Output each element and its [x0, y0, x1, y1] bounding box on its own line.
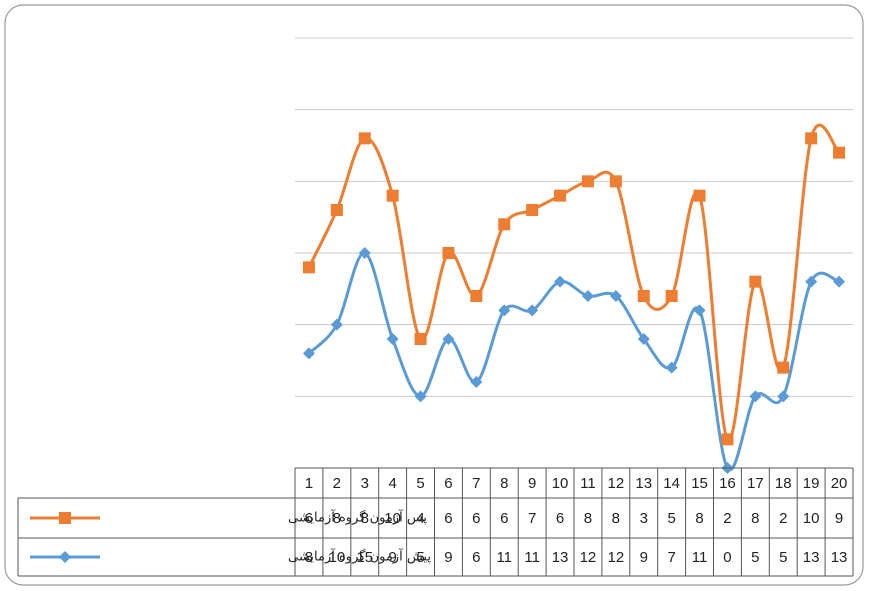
table-value: 5	[751, 549, 759, 566]
x-tick-label: 1	[305, 475, 313, 492]
x-tick-label: 2	[333, 475, 341, 492]
table-value: 9	[640, 549, 648, 566]
table-value: 6	[556, 510, 564, 527]
x-tick-label: 10	[552, 475, 569, 492]
marker	[359, 132, 371, 144]
marker	[666, 290, 678, 302]
table-value: 9	[835, 510, 843, 527]
table-value: 3	[640, 510, 648, 527]
table-value: 2	[779, 510, 787, 527]
x-tick-label: 8	[500, 475, 508, 492]
table-value: 11	[496, 549, 512, 566]
table-value: 8	[695, 510, 703, 527]
x-tick-label: 19	[803, 475, 820, 492]
x-tick-label: 4	[388, 475, 396, 492]
marker	[721, 433, 733, 445]
table-value: 13	[831, 549, 848, 566]
x-tick-label: 3	[361, 475, 369, 492]
marker	[833, 147, 845, 159]
marker	[442, 247, 454, 259]
x-tick-label: 5	[416, 475, 424, 492]
marker	[638, 290, 650, 302]
marker	[303, 261, 315, 273]
x-tick-label: 20	[831, 475, 848, 492]
x-tick-label: 17	[747, 475, 764, 492]
x-tick-label: 7	[472, 475, 480, 492]
table-value: 10	[803, 510, 820, 527]
marker	[805, 132, 817, 144]
table-value: 11	[692, 549, 708, 566]
marker	[554, 190, 566, 202]
x-tick-label: 9	[528, 475, 536, 492]
legend-label: پس آزمون گروه آزمایشی	[288, 509, 427, 526]
marker	[470, 290, 482, 302]
table-value: 6	[444, 510, 452, 527]
table-value: 12	[580, 549, 597, 566]
x-tick-label: 11	[580, 475, 596, 492]
marker	[331, 204, 343, 216]
x-tick-label: 6	[444, 475, 452, 492]
x-tick-label: 13	[635, 475, 652, 492]
table-value: 6	[500, 510, 508, 527]
x-tick-label: 15	[691, 475, 708, 492]
marker	[749, 276, 761, 288]
marker	[415, 333, 427, 345]
legend-marker	[59, 512, 71, 524]
table-value: 11	[524, 549, 540, 566]
table-value: 8	[751, 510, 759, 527]
table-value: 0	[723, 549, 731, 566]
table-value: 8	[612, 510, 620, 527]
x-tick-label: 12	[608, 475, 625, 492]
chart: 1234567891011121314151617181920688104666…	[0, 0, 869, 591]
table-value: 6	[472, 510, 480, 527]
marker	[582, 175, 594, 187]
table-value: 7	[528, 510, 536, 527]
marker	[387, 190, 399, 202]
marker	[526, 204, 538, 216]
table-value: 6	[472, 549, 480, 566]
table-value: 12	[608, 549, 625, 566]
x-tick-label: 18	[775, 475, 792, 492]
x-tick-label: 14	[663, 475, 680, 492]
marker	[777, 362, 789, 374]
table-value: 8	[584, 510, 592, 527]
x-tick-label: 16	[719, 475, 736, 492]
table-value: 13	[552, 549, 569, 566]
marker	[498, 218, 510, 230]
legend-label: پیش آزمون گروه آزمایشی	[288, 548, 431, 565]
table-value: 5	[779, 549, 787, 566]
table-value: 5	[667, 510, 675, 527]
table-value: 7	[667, 549, 675, 566]
table-value: 13	[803, 549, 820, 566]
marker	[610, 175, 622, 187]
table-value: 2	[723, 510, 731, 527]
marker	[694, 190, 706, 202]
table-value: 9	[444, 549, 452, 566]
